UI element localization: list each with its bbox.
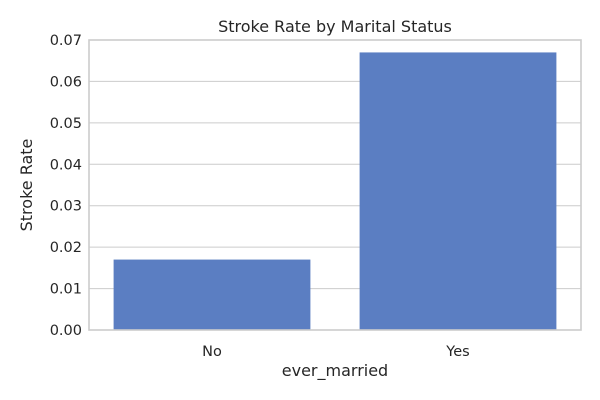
plot-frame	[88, 39, 582, 331]
y-axis-label: Stroke Rate	[17, 139, 36, 232]
x-tick-label: Yes	[445, 344, 469, 360]
y-tick-label: 0.00	[50, 323, 82, 339]
y-tick-label: 0.04	[50, 157, 82, 173]
y-tick-label: 0.02	[50, 240, 82, 256]
y-tick-label: 0.06	[50, 74, 82, 90]
y-tick-label: 0.07	[50, 33, 82, 49]
x-tick-label: No	[202, 344, 222, 360]
bar-no	[113, 259, 311, 330]
bars	[113, 52, 557, 331]
x-axis-label: ever_married	[282, 361, 388, 381]
chart-title: Stroke Rate by Marital Status	[218, 17, 452, 36]
y-tick-label: 0.01	[50, 282, 82, 298]
y-tick-label: 0.03	[50, 199, 82, 215]
bar-yes	[359, 52, 557, 331]
y-tick-label: 0.05	[50, 116, 82, 132]
x-tick-labels: No Yes	[202, 344, 470, 360]
y-tick-labels: 0.00 0.01 0.02 0.03 0.04 0.05 0.06 0.07	[50, 33, 82, 339]
